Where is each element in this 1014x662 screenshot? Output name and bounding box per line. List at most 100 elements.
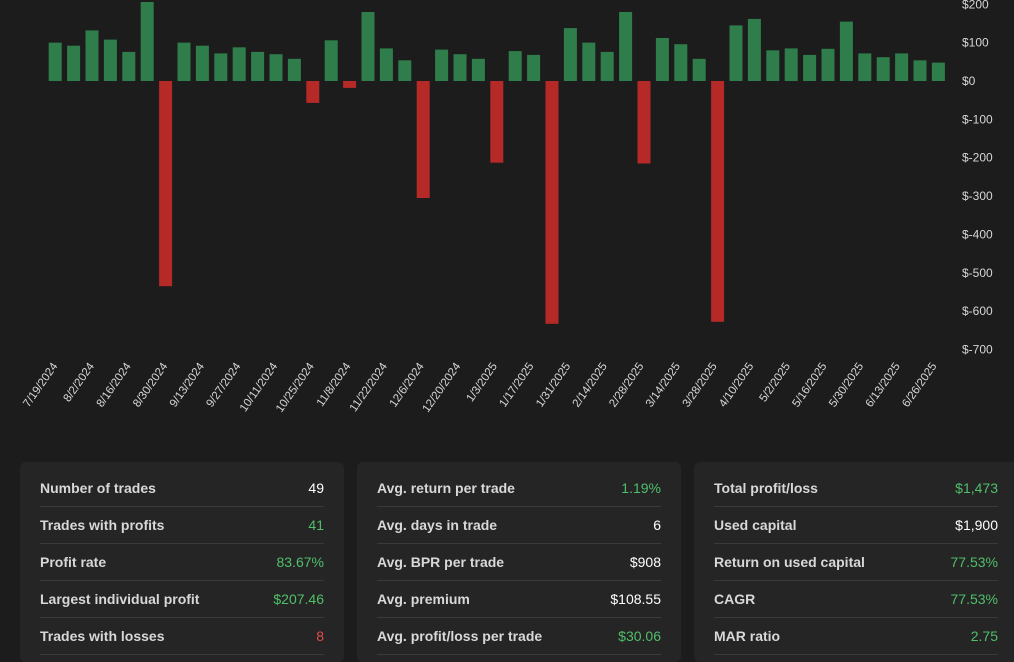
bar (140, 2, 154, 81)
x-tick-label: 12/20/2024 (421, 360, 464, 415)
stat-value: 2.75 (970, 628, 998, 644)
stat-row: CAGR 77.53% (714, 581, 998, 618)
profit-loss-bar-chart: $200 $100 $0 $-100 $-200 $-300 $-400 $-500 $-600… (21, 0, 993, 415)
stat-value: 49 (308, 480, 324, 496)
stat-row: Trades with losses 8 (40, 618, 324, 655)
stat-row: Avg. return per trade 1.19% (377, 470, 661, 507)
stat-label: Trades with profits (40, 517, 165, 533)
stat-label: Avg. return per trade (377, 480, 515, 496)
stat-value: 77.53% (950, 554, 998, 570)
bar (251, 51, 265, 81)
x-tick-label: 12/6/2024 (388, 360, 428, 409)
x-tick-label: 8/30/2024 (131, 360, 171, 409)
bar (361, 12, 375, 81)
x-tick-label: 3/28/2025 (681, 361, 720, 410)
y-axis: $200 $100 $0 $-100 $-200 $-300 $-400 $-500 $-600… (962, 0, 993, 356)
stat-label: Avg. premium (377, 591, 470, 607)
x-tick-label: 2/14/2025 (571, 361, 610, 410)
stat-value: 6 (653, 517, 661, 533)
x-tick-label: 8/16/2024 (95, 360, 135, 409)
y-tick-label: $-300 (962, 189, 993, 203)
bar (324, 40, 338, 81)
x-tick-label: 1/31/2025 (534, 361, 573, 410)
bar (895, 53, 909, 81)
bar (839, 21, 853, 82)
x-tick-label: 9/27/2024 (204, 360, 244, 409)
bar (490, 81, 504, 163)
bars-group (48, 2, 945, 324)
bar (287, 58, 301, 81)
bar (398, 60, 412, 81)
stat-label: Used capital (714, 517, 797, 533)
bar (343, 81, 357, 88)
stat-value: $108.55 (610, 591, 661, 607)
stat-value: $1,473 (955, 480, 998, 496)
stats-card-totals: Total profit/loss $1,473 Used capital $1,90… (694, 462, 1014, 662)
stat-row: Trades with profits 41 (40, 507, 324, 544)
bar (195, 45, 209, 81)
x-tick-label: 8/2/2024 (62, 360, 98, 404)
bar (177, 42, 191, 81)
stat-label: MAR ratio (714, 628, 781, 644)
bar (563, 28, 577, 82)
x-tick-label: 11/22/2024 (348, 360, 391, 414)
stat-row: Number of trades 49 (40, 470, 324, 507)
bar (232, 47, 246, 81)
bar (821, 48, 835, 81)
bar (600, 51, 614, 81)
stat-label: Number of trades (40, 480, 156, 496)
x-tick-label: 6/26/2025 (900, 361, 939, 410)
bar (729, 25, 743, 81)
x-tick-label: 10/25/2024 (274, 360, 317, 415)
bar (85, 30, 99, 81)
x-tick-label: 4/10/2025 (717, 361, 756, 410)
x-tick-label: 11/8/2024 (315, 360, 354, 409)
x-tick-label: 3/14/2025 (644, 361, 683, 410)
stats-panel: Number of trades 49 Trades with profits 41 P… (20, 462, 1014, 662)
stat-row: Avg. profit/loss per trade $30.06 (377, 618, 661, 655)
stat-value: $908 (629, 554, 661, 570)
stat-row: Profit rate 83.67% (40, 544, 324, 581)
y-tick-label: $-500 (962, 266, 993, 280)
stat-value: 8 (316, 628, 324, 644)
bar (527, 54, 541, 81)
x-tick-label: 7/19/2024 (21, 360, 61, 409)
bar (747, 18, 761, 81)
bar (48, 42, 62, 81)
bar (453, 54, 467, 81)
y-tick-label: $100 (962, 36, 989, 50)
stat-value: 77.53% (950, 591, 998, 607)
bar (674, 44, 688, 81)
x-tick-label: 6/13/2025 (864, 361, 903, 410)
stats-card-trades: Number of trades 49 Trades with profits 41 P… (20, 462, 344, 662)
stat-value: 41 (308, 517, 324, 533)
bar (435, 49, 449, 81)
stat-row: Avg. days in trade 6 (377, 507, 661, 544)
bar (508, 51, 522, 81)
stat-label: Profit rate (40, 554, 107, 570)
bar (379, 48, 393, 81)
stat-label: Trades with losses (40, 628, 165, 644)
bar (931, 62, 945, 81)
bar (214, 53, 228, 81)
stat-value: $1,900 (955, 517, 998, 533)
x-tick-label: 5/30/2025 (827, 361, 866, 410)
x-tick-label: 2/28/2025 (607, 361, 646, 410)
y-tick-label: $-400 (962, 227, 993, 241)
stat-value: $30.06 (618, 628, 661, 644)
stat-value: 83.67% (276, 554, 324, 570)
stat-label: Avg. BPR per trade (377, 554, 505, 570)
x-axis: 7/19/2024 8/2/20248/16/20248/30/20249/13/… (21, 360, 939, 415)
bar (269, 54, 283, 81)
bar (67, 45, 81, 81)
x-tick-label: 5/2/2025 (757, 361, 793, 405)
stat-label: Avg. days in trade (377, 517, 498, 533)
stat-row: Avg. premium $108.55 (377, 581, 661, 618)
stat-label: Largest individual profit (40, 591, 200, 607)
stat-row: Return on used capital 77.53% (714, 544, 998, 581)
bar (637, 81, 651, 164)
bar (692, 58, 706, 81)
x-tick-label: 5/16/2025 (790, 361, 829, 410)
bar (876, 57, 890, 81)
stat-row: Avg. BPR per trade $908 (377, 544, 661, 581)
